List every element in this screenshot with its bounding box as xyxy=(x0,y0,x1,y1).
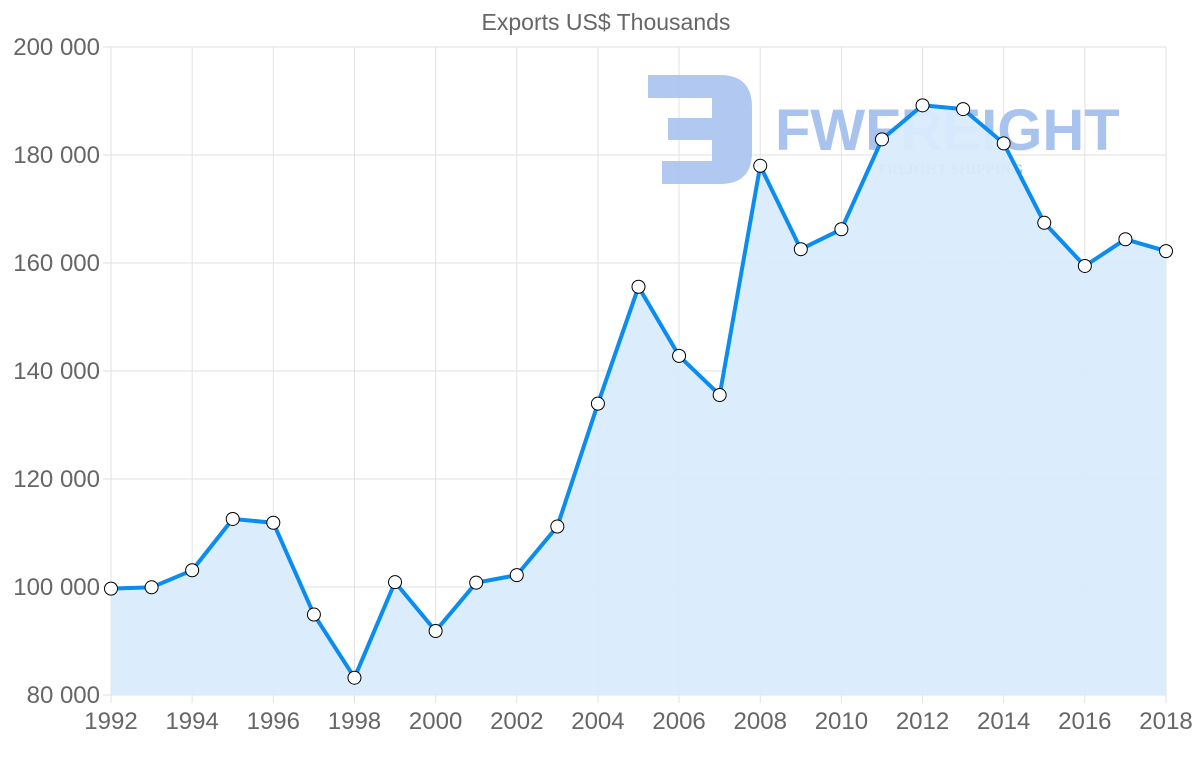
data-point[interactable] xyxy=(915,98,930,113)
y-tick-label: 120 000 xyxy=(13,466,100,493)
data-point[interactable] xyxy=(874,132,889,147)
data-point[interactable] xyxy=(712,388,727,403)
y-tick-label: 160 000 xyxy=(13,250,100,277)
data-point[interactable] xyxy=(1159,244,1173,259)
data-point[interactable] xyxy=(469,575,484,590)
data-point[interactable] xyxy=(672,348,687,363)
data-point[interactable] xyxy=(793,242,808,257)
data-point[interactable] xyxy=(266,515,281,530)
x-tick-label: 1994 xyxy=(165,708,218,735)
y-tick-label: 80 000 xyxy=(27,682,100,709)
y-tick-label: 180 000 xyxy=(13,142,100,169)
data-point[interactable] xyxy=(996,136,1011,151)
data-point[interactable] xyxy=(753,158,768,173)
data-point[interactable] xyxy=(1077,258,1092,273)
y-axis-ticks: 80 000 100 000 120 000 140 000 160 000 180 00… xyxy=(13,34,100,709)
data-point[interactable] xyxy=(550,519,565,534)
data-point[interactable] xyxy=(956,102,971,117)
y-tick-label: 140 000 xyxy=(13,358,100,385)
data-series xyxy=(104,98,1173,696)
x-tick-label: 2014 xyxy=(977,708,1030,735)
x-tick-label: 1992 xyxy=(84,708,137,735)
chart-title: Exports US$ Thousands xyxy=(482,9,731,35)
x-tick-label: 2006 xyxy=(652,708,705,735)
data-point[interactable] xyxy=(1118,232,1133,247)
data-point[interactable] xyxy=(834,222,849,237)
x-tick-label: 2004 xyxy=(571,708,624,735)
x-axis-ticks: 1992 1994 1996 1998 2000 2002 2004 2006 2008 2010… xyxy=(84,708,1192,735)
data-point[interactable] xyxy=(388,575,403,590)
data-point[interactable] xyxy=(225,511,240,526)
y-tick-label: 100 000 xyxy=(13,574,100,601)
data-point[interactable] xyxy=(144,580,159,595)
x-tick-label: 2016 xyxy=(1058,708,1111,735)
x-tick-label: 2008 xyxy=(734,708,787,735)
x-tick-label: 1996 xyxy=(247,708,300,735)
y-tick-label: 200 000 xyxy=(13,34,100,61)
x-tick-label: 2018 xyxy=(1139,708,1192,735)
logo-mark-icon xyxy=(648,75,752,184)
data-point[interactable] xyxy=(104,581,118,596)
x-tick-label: 1998 xyxy=(328,708,381,735)
data-point[interactable] xyxy=(509,568,524,583)
data-point[interactable] xyxy=(631,279,646,294)
data-point[interactable] xyxy=(185,563,200,578)
data-point[interactable] xyxy=(428,624,443,639)
x-tick-label: 2000 xyxy=(409,708,462,735)
x-tick-label: 2002 xyxy=(490,708,543,735)
area-fill xyxy=(111,105,1166,696)
x-tick-label: 2010 xyxy=(815,708,868,735)
data-point[interactable] xyxy=(306,607,321,622)
data-point[interactable] xyxy=(1037,215,1052,230)
x-tick-label: 2012 xyxy=(896,708,949,735)
data-point[interactable] xyxy=(590,396,605,411)
data-point[interactable] xyxy=(347,670,362,685)
